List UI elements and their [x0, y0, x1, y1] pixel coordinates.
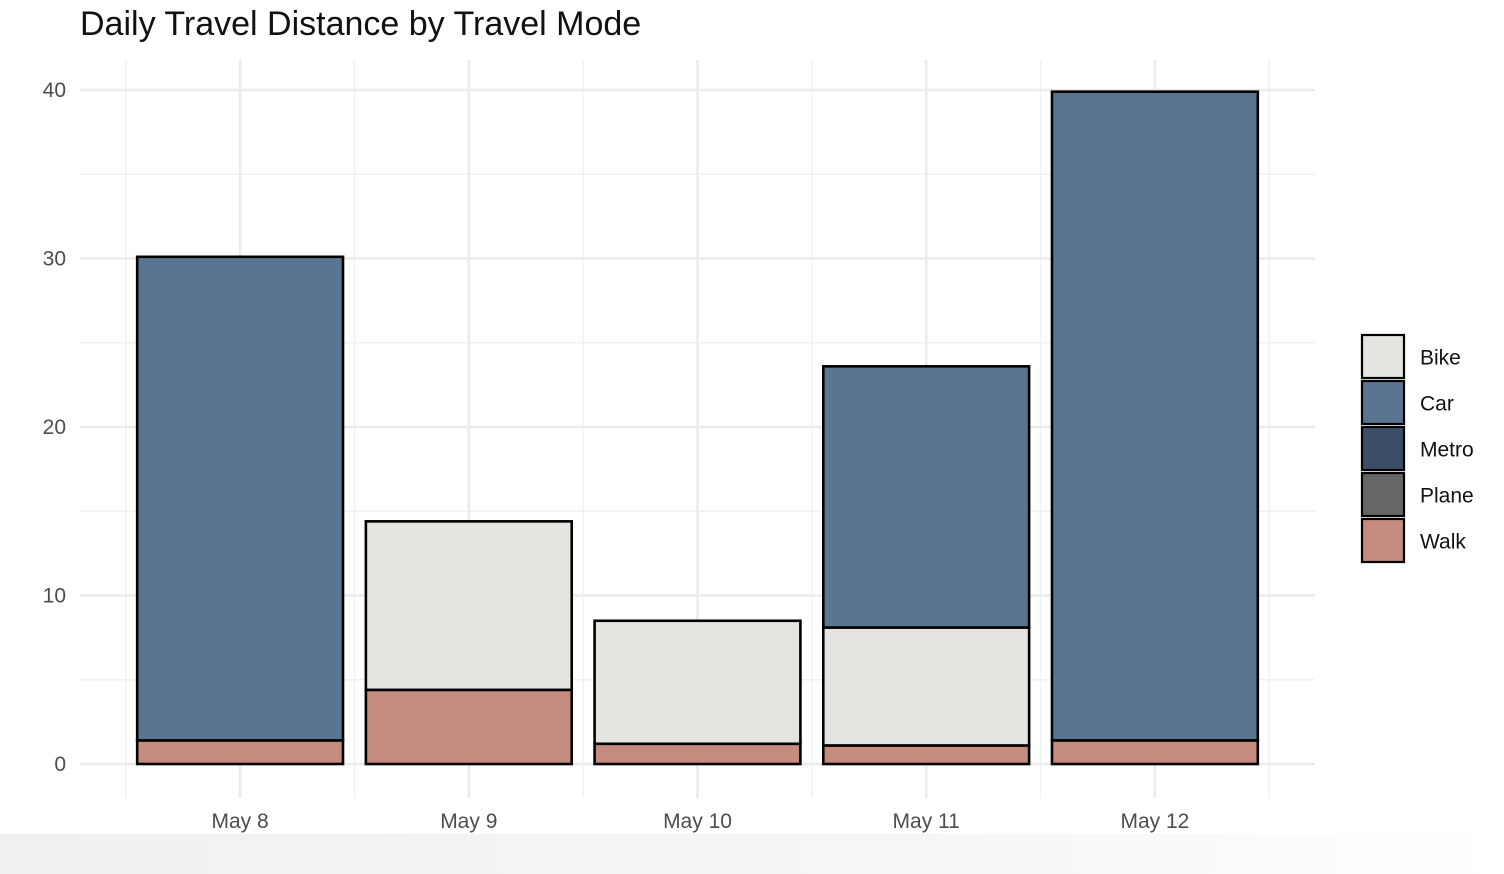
x-tick-label: May 9	[440, 810, 497, 833]
y-axis-ticks: 0 10 20 30 40	[43, 79, 66, 776]
legend-key-car	[1360, 379, 1406, 426]
legend-label-walk: Walk	[1420, 531, 1466, 554]
legend-label-metro: Metro	[1420, 439, 1474, 462]
legend: Bike Car Metro Plane Walk	[1360, 333, 1474, 564]
x-tick-label: May 11	[893, 810, 960, 833]
bar-segment-walk	[593, 742, 802, 766]
bar-segment-walk	[135, 739, 345, 766]
x-axis-ticks: May 8 May 9 May 10 May 11 May 12	[211, 810, 1189, 833]
legend-label-plane: Plane	[1420, 485, 1474, 508]
x-tick-label: May 8	[211, 810, 268, 833]
bar-segment-car	[821, 365, 1031, 629]
chart-title: Daily Travel Distance by Travel Mode	[80, 5, 641, 43]
x-tick-label: May 12	[1120, 810, 1189, 833]
bottom-fade	[0, 834, 1504, 874]
legend-label-bike: Bike	[1420, 347, 1461, 370]
y-tick-label: 20	[43, 416, 66, 439]
x-tick-label: May 10	[663, 810, 732, 833]
bar-segment-car	[135, 255, 345, 742]
legend-key-metro	[1360, 425, 1406, 472]
y-tick-label: 0	[54, 753, 66, 776]
legend-key-plane	[1360, 471, 1406, 518]
y-tick-label: 10	[43, 585, 66, 608]
y-tick-label: 40	[43, 79, 66, 102]
bars	[135, 90, 1260, 766]
bar-segment-bike	[364, 520, 574, 692]
bar-segment-bike	[593, 619, 802, 746]
bar-segment-walk	[364, 688, 574, 766]
legend-key-bike	[1360, 333, 1406, 380]
legend-label-car: Car	[1420, 393, 1454, 416]
bar-segment-bike	[821, 626, 1031, 747]
bar-segment-car	[1050, 90, 1260, 742]
legend-key-walk	[1360, 517, 1406, 564]
bar-segment-walk	[821, 744, 1031, 766]
bar-segment-walk	[1050, 739, 1260, 766]
y-tick-label: 30	[43, 248, 66, 271]
